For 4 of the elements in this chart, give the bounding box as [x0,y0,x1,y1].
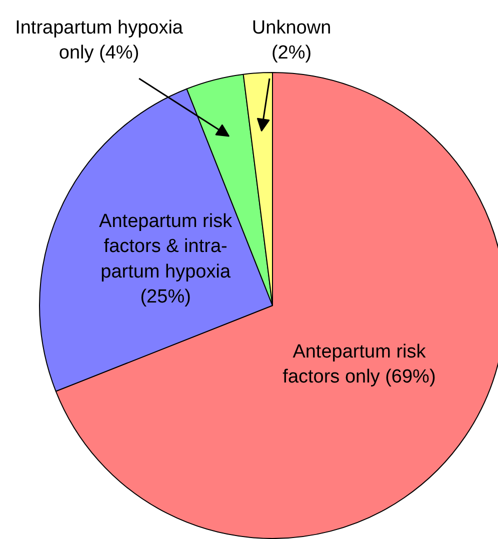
slice-label: Intrapartum hypoxia only (4%) [15,17,184,64]
slice-label: Unknown (2%) [252,17,332,64]
slice-label: Antepartum risk factors & intra- partum hypoxia (25%) [99,210,233,308]
slice-label: Antepartum risk factors only (69%) [282,341,436,388]
